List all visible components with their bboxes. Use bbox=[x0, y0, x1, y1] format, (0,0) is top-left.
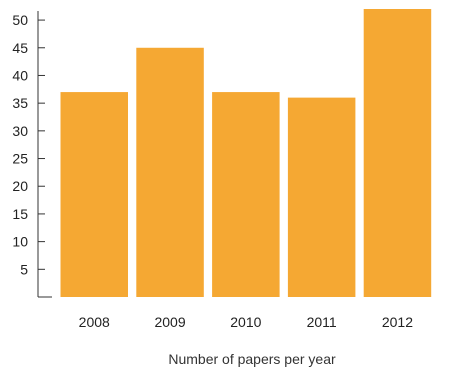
y-tick-label-20: 20 bbox=[12, 178, 28, 194]
y-tick-label-25: 25 bbox=[12, 151, 28, 167]
bars-group bbox=[60, 9, 432, 298]
bar-2012 bbox=[363, 9, 432, 297]
x-ticks-group: 2008 2009 2010 2011 2012 bbox=[79, 314, 414, 330]
bar-2011 bbox=[287, 97, 356, 298]
y-tick-label-45: 45 bbox=[12, 40, 28, 56]
y-tick-label-40: 40 bbox=[12, 67, 28, 83]
y-tick-label-15: 15 bbox=[12, 206, 28, 222]
y-tick-label-50: 50 bbox=[12, 12, 28, 28]
y-tick-label-35: 35 bbox=[12, 95, 28, 111]
axes-group bbox=[37, 11, 52, 298]
x-axis-label: Number of papers per year bbox=[168, 351, 336, 367]
bar-2008 bbox=[60, 92, 128, 297]
bar-2009 bbox=[136, 47, 204, 297]
x-tick-label-2010: 2010 bbox=[230, 314, 261, 330]
bar-2010 bbox=[212, 92, 280, 297]
x-tick-label-2008: 2008 bbox=[79, 314, 110, 330]
y-tick-label-5: 5 bbox=[20, 261, 28, 277]
x-tick-label-2009: 2009 bbox=[154, 314, 185, 330]
x-tick-label-2011: 2011 bbox=[307, 314, 337, 330]
y-tick-label-30: 30 bbox=[12, 123, 28, 139]
y-ticks-group: 5 10 15 20 25 30 35 40 45 50 bbox=[12, 12, 45, 277]
y-tick-label-10: 10 bbox=[12, 234, 28, 250]
x-tick-label-2012: 2012 bbox=[382, 314, 413, 330]
